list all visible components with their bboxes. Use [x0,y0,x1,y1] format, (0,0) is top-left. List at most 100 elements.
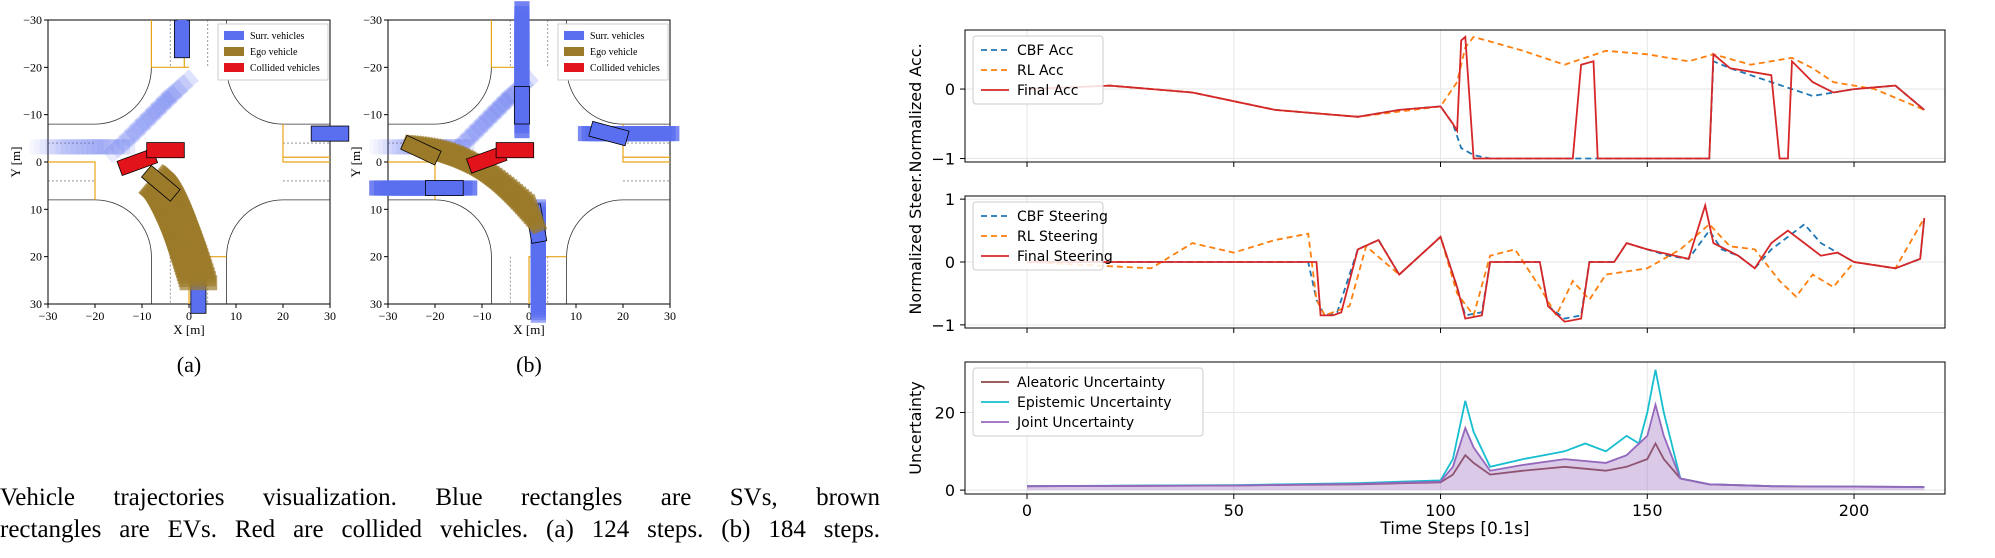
surr-vehicle-trail [373,139,412,155]
y-axis-label: Y [m] [348,147,363,178]
series-line-final-acc [1026,35,1925,160]
surr-vehicle-trail [55,139,94,155]
chart-legend: CBF Acc RL Acc Final Acc [972,35,1104,105]
x-tick-label: 100 [1425,501,1456,520]
legend-swatch-ego [564,47,584,56]
surr-vehicle [425,180,464,197]
y-tick-label: −1 [931,316,955,335]
y-tick-label: −20 [23,60,42,74]
road-edges [388,20,670,304]
legend-frame [972,201,1104,271]
y-tick-label: 20 [935,403,955,422]
surr-vehicle-trail [464,105,503,142]
ego-vehicle-trail [520,193,548,235]
surr-vehicle-trail [139,90,178,127]
surr-vehicle-trail [112,117,152,153]
caption-line-2: rectangles are EVs. Red are collided veh… [0,516,880,543]
surr-vehicle-trail [71,139,109,155]
legend-label: Collided vehicles [590,63,660,74]
x-tick-label: 10 [230,309,242,323]
surr-vehicle-trail [107,122,147,159]
surr-vehicle-trail [144,85,184,122]
y-axis-label-shared: Normalized Steer.Normalized Acc. [906,43,925,314]
legend-swatch-ego [224,47,244,56]
x-tick-label: 30 [324,309,336,323]
y-tick-label: 0 [945,481,955,500]
legend-swatch-surr [564,31,584,40]
legend-label: Joint Uncertainty [1016,415,1134,431]
x-tick-label: 0 [1022,501,1032,520]
x-tick-label: 30 [664,309,676,323]
y-tick-label: −30 [23,13,42,27]
legend-label: CBF Steering [1017,209,1108,225]
collided-vehicle [495,142,535,159]
y-tick-label: 0 [945,80,955,99]
x-tick-label: 200 [1839,501,1870,520]
y-tick-label: 20 [370,250,382,264]
x-tick-label: 0 [526,309,532,323]
legend-label: Ego vehicle [590,47,638,58]
x-tick-label: −30 [379,309,398,323]
panel-label: (a) [177,352,201,377]
y-axis-label-uncertainty: Uncertainty [906,381,925,474]
legend-label: Aleatoric Uncertainty [1017,375,1165,391]
ego-vehicle-trail [179,275,218,291]
surr-vehicle-trail [87,139,125,155]
x-tick-label: −20 [426,309,445,323]
surr-vehicle-trail [482,87,521,124]
surr-vehicle-trail [468,101,508,138]
series-line-final-steering [1027,201,1926,323]
panel-label: (b) [516,352,542,377]
chart-panel-1: −1 0 1 CBF Steering RL Steering Final Steerin… [931,190,1946,335]
joint-uncertainty-fill [1027,404,1925,491]
legend-frame [972,35,1104,105]
x-tick-label: 20 [617,309,629,323]
stop-line-west [48,161,96,200]
y-tick-label: −10 [23,108,42,122]
legend-label: RL Steering [1017,229,1098,245]
surr-vehicle-trail [102,127,141,164]
surr-vehicle-trail [134,95,173,132]
surr-vehicle [588,120,630,147]
x-tick-label: 0 [186,309,192,323]
plot-frame [964,29,1946,163]
series-line-epistemic-uncertainty [1026,369,1925,488]
legend-frame [972,367,1204,437]
y-tick-label: 0 [945,253,955,272]
series-line-joint-uncertainty [1026,401,1925,488]
road-corner-bottom-left [48,199,152,304]
trajectory-legend: Surr. vehicles Ego vehicle Collided vehicl… [217,23,329,81]
y-tick-label: −30 [363,13,382,27]
x-axis-label: X [m] [513,322,544,337]
road-corner-bottom-left [388,199,492,304]
y-tick-label: −10 [363,108,382,122]
surr-vehicle-trail [160,69,199,106]
legend-label: Final Steering [1017,249,1113,265]
y-tick-label: 0 [376,155,382,169]
surr-vehicle-trail [149,79,189,116]
surr-vehicle-trail [39,139,78,155]
surr-vehicle-trail [123,106,163,143]
road-corner-bottom-right [226,199,330,304]
series-line-rl-acc [1026,35,1925,118]
trajectory-legend: Surr. vehicles Ego vehicle Collided vehicl… [557,23,669,81]
y-axis-label: Y [m] [8,147,23,178]
legend-label: CBF Acc [1017,43,1074,59]
surr-vehicle-trail [473,96,512,133]
chart-legend: CBF Steering RL Steering Final Steering [972,201,1113,271]
x-tick-label: 20 [277,309,289,323]
surr-vehicle-trail [81,139,120,155]
x-tick-label: −20 [86,309,105,323]
stop-line-east [282,124,330,163]
grid [965,30,1945,162]
x-tick-label: −10 [473,309,492,323]
legend-label: Collided vehicles [250,63,320,74]
ego-vehicle [400,134,442,166]
surr-vehicle-trail [369,139,407,155]
x-tick-label: 10 [570,309,582,323]
y-tick-label: 30 [370,297,382,311]
collided-vehicle [146,142,185,159]
x-tick-label: −10 [133,309,152,323]
